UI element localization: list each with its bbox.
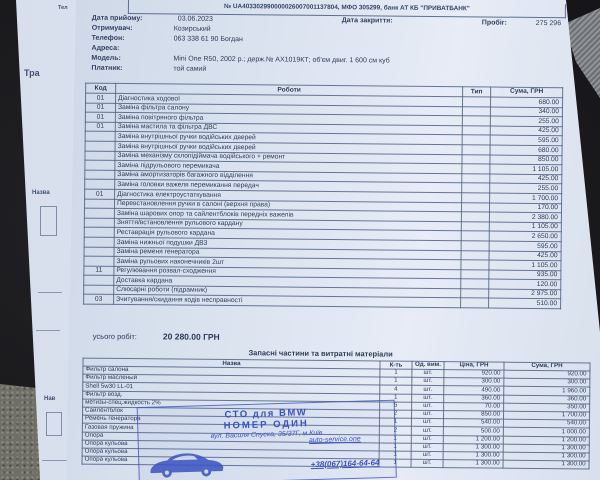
part-unit: шт. <box>411 377 444 386</box>
works-total-label: усього робіт: <box>92 331 137 342</box>
part-unit: шт. <box>411 410 444 419</box>
work-code: 01 <box>84 189 115 199</box>
work-code <box>84 160 115 171</box>
work-description: Зчитування/скидання кодів несправності <box>113 294 461 308</box>
work-type <box>461 192 490 203</box>
part-qty: 4 <box>379 385 412 394</box>
field-value: Козирський <box>173 25 211 33</box>
work-code <box>83 275 114 286</box>
work-type <box>462 144 491 155</box>
work-type <box>461 240 490 251</box>
work-code <box>84 150 116 161</box>
work-type <box>462 115 491 126</box>
works-total-line: усього робіт: 20 280.00 ГРН <box>93 331 220 342</box>
under-sheet-cell <box>40 206 57 236</box>
part-sum: 1 300.00 <box>503 460 590 470</box>
work-code <box>84 169 115 180</box>
part-unit: шт. <box>411 426 444 436</box>
works-total-value: 20 280.00 ГРН <box>162 331 220 342</box>
part-unit: шт. <box>411 369 444 378</box>
work-type <box>460 259 490 270</box>
work-code <box>84 237 115 247</box>
mileage-label: Пробіг: <box>481 19 507 27</box>
work-code: 01 <box>85 102 116 113</box>
work-type <box>461 183 490 193</box>
work-code <box>83 285 114 295</box>
work-type <box>461 154 491 165</box>
car-icon <box>150 453 224 478</box>
field-value: той самий <box>173 65 207 73</box>
work-type <box>462 125 491 136</box>
under-sheet-rule <box>38 292 62 293</box>
under-sheet-rule <box>36 330 60 331</box>
date-out-label: Дата закриття: <box>341 17 393 25</box>
invoice-content: № UA403302990000026007001137804, МФО 305… <box>79 0 596 480</box>
part-qty: 1 <box>379 377 412 386</box>
work-type <box>461 231 490 241</box>
work-code <box>85 141 116 151</box>
date-in-value: 03.06.2023 <box>177 15 213 23</box>
work-code <box>85 131 116 142</box>
under-sheet-text: Тра <box>24 68 40 78</box>
works-col-type: Тип <box>462 86 491 98</box>
part-unit: шт. <box>411 402 444 411</box>
work-code: 11 <box>83 265 114 276</box>
works-col-sum: Сума, ГРН <box>490 87 563 98</box>
under-sheet-rule <box>42 460 68 461</box>
work-code <box>83 256 115 267</box>
work-type <box>460 279 489 289</box>
work-type <box>461 163 490 174</box>
part-unit: шт. <box>411 393 444 403</box>
work-type <box>460 269 489 280</box>
field-value: Mini One R50, 2002 р.; держ.№ АХ1019КТ; … <box>173 55 390 65</box>
work-type <box>461 173 490 184</box>
work-code <box>84 179 115 190</box>
work-code <box>84 246 115 257</box>
field-label: Платник: <box>91 64 123 72</box>
work-code: 03 <box>83 294 114 305</box>
work-sum: 510.00 <box>488 298 561 309</box>
mileage-value: 275 296 <box>535 19 562 28</box>
under-sheet-text: Тел <box>58 5 68 11</box>
work-type <box>460 298 489 309</box>
work-type <box>462 135 491 145</box>
part-unit: шт. <box>411 459 444 468</box>
part-unit: шт. <box>411 418 444 427</box>
work-type <box>461 250 490 261</box>
work-code <box>84 198 115 209</box>
field-value: 063 338 61 90 Богдан <box>173 35 243 44</box>
part-unit: шт. <box>411 385 444 395</box>
part-qty: 1 <box>379 368 412 378</box>
part-unit: шт. <box>411 434 444 444</box>
work-type <box>462 96 491 107</box>
work-code: 01 <box>85 121 116 132</box>
part-unit: шт. <box>411 442 444 452</box>
service-station-stamp: СТО для BMW НОМЕР ОДИН вул. Василя Спуск… <box>136 399 397 480</box>
work-code: 01 <box>85 93 116 104</box>
works-table: Код Роботи Тип Сума, ГРН 01 Діагностика … <box>83 83 563 310</box>
work-type <box>462 106 491 117</box>
work-type <box>460 288 489 299</box>
work-type <box>461 211 490 222</box>
work-type <box>461 221 490 232</box>
header-field-list: Отримувач: Козирський Телефон: 063 338 61 … <box>91 24 390 77</box>
work-code <box>84 208 115 219</box>
work-type <box>461 202 490 213</box>
stamp-phone: +38(067)164-64-64 <box>310 458 380 470</box>
under-sheet-text: Назва <box>32 190 50 196</box>
under-sheet-text: Нав <box>44 396 56 402</box>
part-price: 1 300.00 <box>443 459 504 469</box>
work-code: 01 <box>85 112 116 123</box>
date-in-label: Дата прийому: <box>91 14 143 23</box>
parts-col-unit: Од. вим. <box>411 361 445 370</box>
part-unit: шт. <box>411 451 444 460</box>
works-col-code: Код <box>85 83 116 94</box>
under-sheet-cell <box>46 412 62 436</box>
work-code <box>84 227 115 238</box>
work-code <box>84 217 115 228</box>
